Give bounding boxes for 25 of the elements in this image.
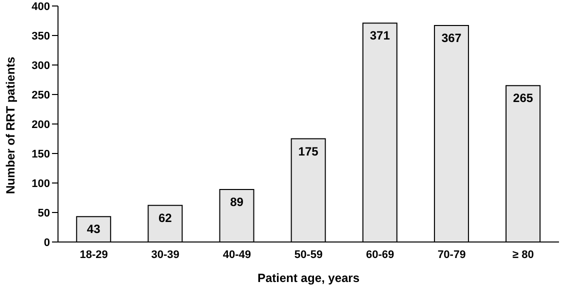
data-label: 367 — [441, 30, 462, 45]
y-tick-label: 50 — [38, 207, 50, 220]
x-tick-label: ≥ 80 — [512, 248, 534, 261]
x-tick-label: 60-69 — [366, 248, 394, 261]
x-tick-label: 40-49 — [222, 248, 251, 261]
data-label: 175 — [298, 144, 319, 158]
data-label: 43 — [86, 222, 101, 236]
data-label: 89 — [230, 195, 244, 210]
data-label: 265 — [513, 91, 534, 106]
x-axis-title: Patient age, years — [257, 271, 360, 285]
x-tick-label: 30-39 — [151, 248, 180, 261]
y-tick-label: 350 — [32, 30, 50, 42]
x-tick-label: 50-59 — [294, 248, 323, 261]
y-tick-label: 250 — [32, 89, 50, 102]
data-label: 62 — [158, 210, 172, 225]
y-tick-label: 150 — [32, 148, 50, 160]
x-tick-label: 70-79 — [438, 248, 466, 261]
data-label: 371 — [370, 28, 390, 43]
y-tick-label: 400 — [32, 0, 50, 13]
y-tick-label: 300 — [32, 60, 50, 72]
y-tick-label: 200 — [32, 118, 50, 131]
y-tick-label: 0 — [44, 236, 50, 249]
y-tick-label: 100 — [32, 178, 50, 190]
x-tick-label: 18-29 — [80, 248, 108, 261]
y-axis-title: Number of RRT patients — [3, 56, 18, 194]
